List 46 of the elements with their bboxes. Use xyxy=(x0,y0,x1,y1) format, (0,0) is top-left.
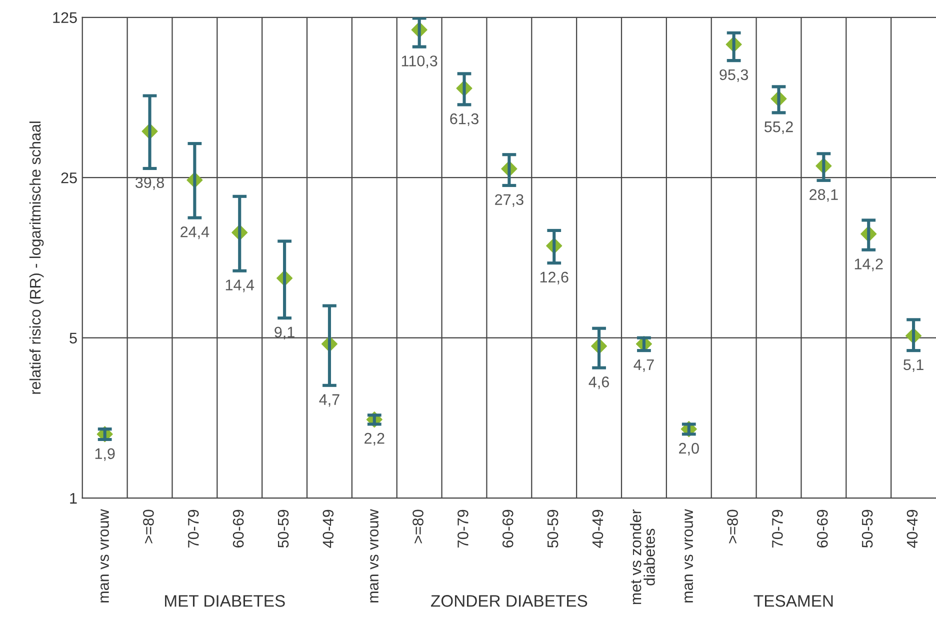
x-tick-label: 60-69 xyxy=(502,510,514,548)
data-label: 39,8 xyxy=(135,177,164,190)
y-axis-title: relatief risico (RR) - logaritmische schaal xyxy=(29,122,44,394)
data-label: 24,4 xyxy=(180,226,210,240)
data-label: 1,9 xyxy=(95,448,115,461)
x-tick-label: 40-49 xyxy=(592,510,604,548)
x-tick-label: 50-59 xyxy=(278,510,289,548)
x-tick-label: >=80 xyxy=(143,510,154,544)
data-label: 27,3 xyxy=(495,194,524,207)
text: ZONDER DIABETES xyxy=(430,595,588,607)
x-tick-label: man vs vrouw xyxy=(684,509,693,602)
x-tick-label: 60-69 xyxy=(232,510,244,548)
x-tick-label: 70-79 xyxy=(188,510,199,548)
y-tick-label: 5 xyxy=(70,332,77,344)
x-tick-label: >=80 xyxy=(412,510,424,544)
data-label: 2,0 xyxy=(679,442,699,456)
data-label: 95,3 xyxy=(720,69,748,82)
x-tick-label: 50-59 xyxy=(547,510,558,548)
data-label: 55,2 xyxy=(764,121,793,134)
data-label: 110,3 xyxy=(402,56,438,68)
x-tick-label: man vs vrouw xyxy=(370,509,378,602)
y-tick-label: 25 xyxy=(61,172,77,184)
data-label: 4,7 xyxy=(319,394,340,407)
x-tick-label: 70-79 xyxy=(458,510,468,548)
x-tick-label: 60-69 xyxy=(816,510,828,548)
x-tick-label: man vs vrouw xyxy=(100,509,109,602)
x-tick-label: 40-49 xyxy=(322,510,334,548)
text: MET DIABETES xyxy=(165,595,285,607)
data-label: 5,1 xyxy=(904,359,924,372)
y-tick-label: 1 xyxy=(70,493,77,504)
data-label: 28,1 xyxy=(810,189,838,202)
y-tick-label: 125 xyxy=(53,12,77,24)
data-label: 9,1 xyxy=(274,326,294,340)
data-label: 4,6 xyxy=(588,376,609,390)
text: TESAMEN xyxy=(754,595,833,607)
x-tick-label: met vs zonder diabetes xyxy=(630,509,655,604)
data-label: 61,3 xyxy=(450,113,478,126)
data-label: 14,4 xyxy=(226,280,254,292)
data-label: 14,2 xyxy=(854,258,883,272)
data-label: 12,6 xyxy=(540,272,568,284)
x-tick-label: 50-59 xyxy=(862,510,873,548)
data-label: 4,7 xyxy=(634,359,654,372)
x-tick-label: 70-79 xyxy=(772,510,783,548)
x-tick-label: 40-49 xyxy=(906,510,918,548)
data-label: 2,2 xyxy=(364,432,384,446)
x-tick-label: >=80 xyxy=(727,510,738,544)
